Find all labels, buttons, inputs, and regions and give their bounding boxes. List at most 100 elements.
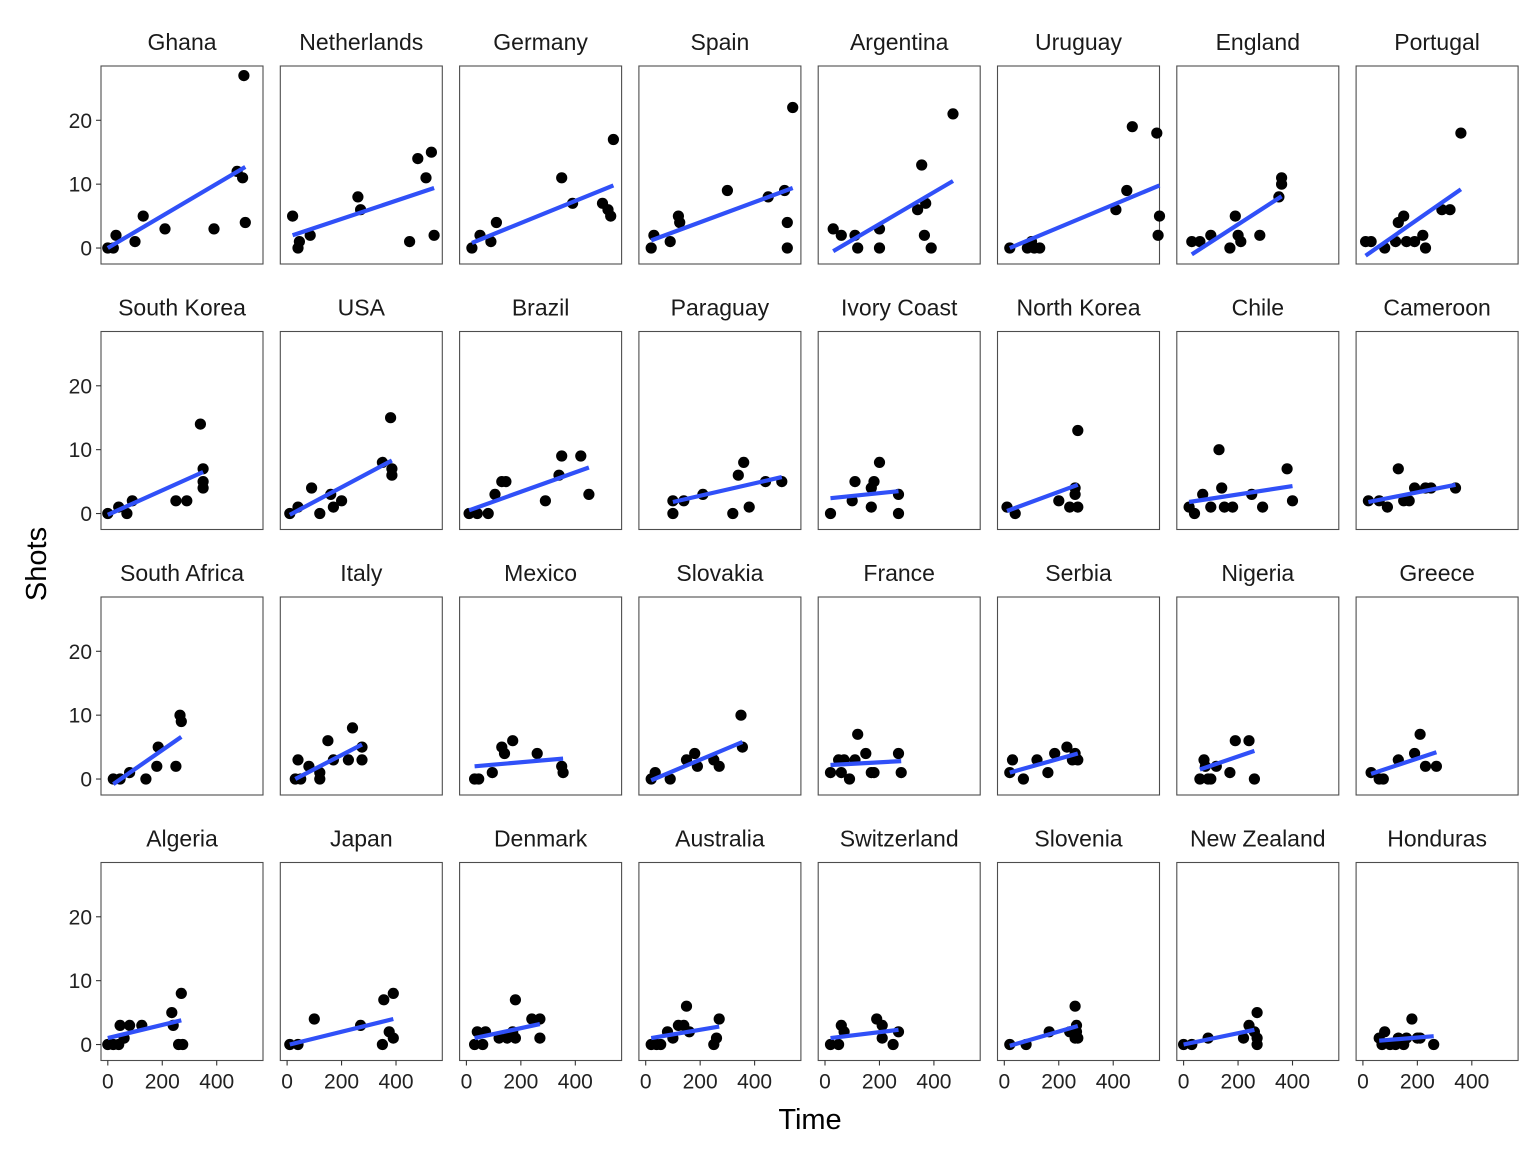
data-point — [170, 760, 182, 772]
data-point — [575, 450, 587, 462]
data-point — [159, 223, 171, 235]
data-point — [843, 773, 856, 785]
fit-line — [471, 183, 615, 245]
data-point — [239, 216, 251, 229]
data-point — [1417, 229, 1429, 241]
fit-line — [1009, 1023, 1079, 1048]
x-tick-label: 400 — [199, 1071, 234, 1094]
data-point — [1235, 236, 1247, 248]
data-point — [314, 507, 326, 520]
x-tick-label: 400 — [1275, 1071, 1310, 1094]
data-point — [1053, 495, 1065, 507]
x-tick-label: 200 — [1400, 1071, 1435, 1094]
data-point — [912, 204, 924, 216]
panel-title: France — [863, 560, 935, 586]
x-tick-label: 400 — [1454, 1071, 1489, 1094]
data-point — [466, 242, 478, 254]
data-point — [1224, 242, 1236, 254]
data-point — [342, 754, 354, 766]
panel-title: South Africa — [120, 560, 244, 586]
fit-line — [474, 1022, 541, 1041]
data-point — [1414, 728, 1426, 740]
data-point — [689, 747, 701, 760]
panel-north-korea: North Korea — [996, 295, 1161, 531]
data-point — [895, 767, 907, 779]
data-point — [824, 1038, 837, 1051]
data-point — [727, 507, 739, 520]
fit-line — [112, 735, 183, 786]
data-point — [645, 242, 657, 254]
data-point — [892, 747, 905, 760]
panel-mexico: Mexico — [459, 560, 623, 796]
data-point — [605, 210, 617, 222]
data-point — [1061, 741, 1073, 753]
data-point — [1072, 501, 1084, 513]
data-point — [1121, 184, 1133, 197]
panel-title: Brazil — [512, 295, 570, 321]
data-point — [868, 476, 880, 488]
panel-brazil: Brazil — [459, 295, 623, 531]
fit-line — [1009, 751, 1079, 775]
fit-line — [107, 1018, 182, 1041]
data-point — [385, 412, 397, 424]
data-point — [827, 223, 839, 235]
panel-usa: USA — [279, 295, 443, 531]
panel-title: Argentina — [850, 29, 949, 55]
data-point — [860, 747, 872, 760]
x-tick-label: 0 — [640, 1071, 652, 1094]
data-point — [1188, 507, 1201, 520]
data-point — [787, 101, 799, 114]
data-point — [1227, 501, 1239, 513]
data-point — [1444, 204, 1456, 216]
y-tick-label: 0 — [80, 503, 92, 526]
panel-frame — [817, 65, 981, 265]
data-point — [887, 1038, 899, 1051]
panel-title: New Zealand — [1190, 826, 1326, 852]
data-point — [387, 987, 399, 1000]
panel-title: Switzerland — [840, 826, 959, 852]
data-point — [1194, 236, 1206, 248]
data-point — [531, 747, 543, 760]
panel-title: Nigeria — [1221, 560, 1294, 586]
data-point — [655, 1038, 667, 1051]
panel-title: Germany — [493, 29, 588, 55]
fit-line — [294, 742, 363, 781]
data-point — [308, 1013, 320, 1025]
panel-frame — [1355, 330, 1519, 531]
data-point — [868, 767, 880, 779]
data-point — [873, 456, 886, 468]
panel-greece: Greece — [1355, 560, 1519, 796]
data-point — [194, 418, 206, 430]
data-point — [352, 191, 364, 203]
fit-line — [1364, 187, 1463, 258]
data-point — [404, 236, 416, 248]
data-point — [1251, 1038, 1263, 1051]
data-point — [509, 994, 521, 1006]
panel-title: Algeria — [146, 826, 218, 852]
data-point — [1377, 773, 1389, 785]
panel-serbia: Serbia — [996, 560, 1161, 796]
data-point — [1229, 735, 1241, 747]
panel-title: Greece — [1399, 560, 1474, 586]
y-tick-label: 0 — [80, 1034, 92, 1057]
x-tick-label: 0 — [102, 1071, 114, 1094]
data-point — [1229, 210, 1241, 222]
data-point — [1034, 242, 1046, 254]
data-point — [1186, 236, 1198, 248]
x-tick-label: 0 — [998, 1071, 1010, 1094]
x-tick-label: 400 — [916, 1071, 951, 1094]
data-point — [110, 229, 122, 241]
x-tick-label: 200 — [1041, 1071, 1076, 1094]
y-tick-label: 10 — [69, 439, 92, 462]
data-point — [356, 754, 368, 766]
data-point — [314, 773, 326, 785]
panel-slovakia: Slovakia — [638, 560, 802, 796]
fit-line — [830, 1027, 899, 1041]
data-point — [175, 987, 187, 1000]
data-point — [1069, 1000, 1081, 1012]
data-point — [1428, 1038, 1440, 1051]
panel-frame — [638, 65, 802, 265]
fit-line — [1183, 1027, 1255, 1047]
x-tick-label: 400 — [378, 1071, 413, 1094]
